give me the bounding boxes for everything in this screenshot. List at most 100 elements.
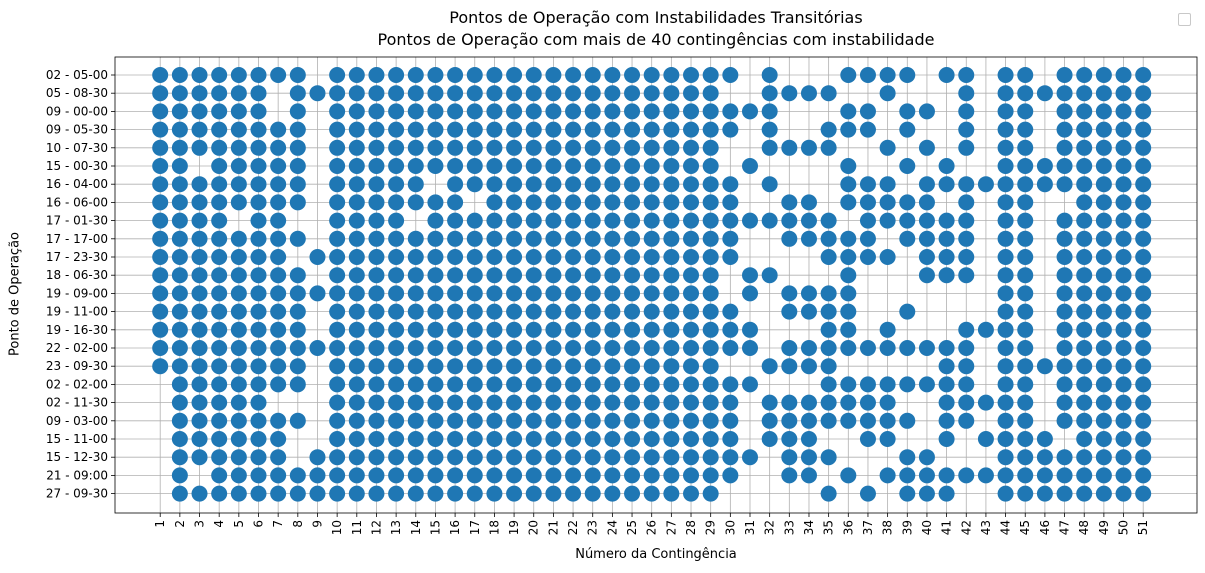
data-point <box>683 449 700 466</box>
x-tick-label: 18 <box>487 520 501 535</box>
data-point <box>604 285 621 302</box>
data-point <box>171 67 188 83</box>
data-point <box>1056 139 1073 156</box>
data-point <box>506 412 523 429</box>
data-point <box>289 467 306 484</box>
data-point <box>663 67 680 83</box>
data-point <box>191 176 208 193</box>
data-point <box>722 321 739 338</box>
data-point <box>1135 285 1152 302</box>
data-point <box>427 267 444 284</box>
data-point <box>1036 449 1053 466</box>
data-point <box>820 285 837 302</box>
data-point <box>368 449 385 466</box>
data-point <box>1076 230 1093 247</box>
x-tick-label: 4 <box>212 520 226 528</box>
data-point <box>1095 67 1112 83</box>
data-point <box>348 340 365 356</box>
data-point <box>427 67 444 83</box>
data-point <box>525 340 542 356</box>
x-tick-label: 13 <box>389 520 403 535</box>
data-point <box>191 230 208 247</box>
y-tick-label: 27 - 09-30 <box>46 487 108 501</box>
data-point <box>1056 485 1073 502</box>
data-point <box>1095 412 1112 429</box>
data-point <box>368 249 385 265</box>
data-point <box>643 303 660 320</box>
data-point <box>329 394 346 411</box>
data-point <box>1017 358 1034 375</box>
data-point <box>584 467 601 484</box>
data-point <box>270 303 287 320</box>
data-point <box>1036 467 1053 484</box>
data-point <box>820 321 837 338</box>
data-point <box>1135 176 1152 193</box>
data-point <box>742 449 758 466</box>
data-point <box>997 358 1014 375</box>
data-point <box>506 358 523 375</box>
data-point <box>879 67 896 83</box>
data-point <box>270 249 287 265</box>
data-point <box>584 249 601 265</box>
data-point <box>466 449 483 466</box>
data-point <box>899 194 916 211</box>
data-point <box>171 176 188 193</box>
data-point <box>683 194 700 211</box>
data-point <box>506 67 523 83</box>
data-point <box>329 249 346 265</box>
data-point <box>702 194 719 211</box>
data-point <box>171 139 188 156</box>
data-point <box>702 249 719 265</box>
data-point <box>820 230 837 247</box>
data-point <box>230 67 247 83</box>
y-tick-label: 10 - 07-30 <box>46 141 108 155</box>
data-point <box>742 212 758 229</box>
data-point <box>191 212 208 229</box>
data-point <box>407 67 424 83</box>
data-point <box>761 67 778 83</box>
data-point <box>329 485 346 502</box>
data-point <box>781 212 798 229</box>
data-point <box>683 139 700 156</box>
data-point <box>230 394 247 411</box>
data-point <box>683 230 700 247</box>
data-point <box>1056 467 1073 484</box>
data-point <box>1115 358 1132 375</box>
data-point <box>447 67 464 83</box>
data-point <box>1095 194 1112 211</box>
data-point <box>938 67 955 83</box>
data-point <box>171 485 188 502</box>
data-point <box>663 412 680 429</box>
data-point <box>1076 485 1093 502</box>
data-point <box>899 376 916 393</box>
data-point <box>938 230 955 247</box>
data-point <box>211 467 228 484</box>
data-point <box>683 158 700 174</box>
data-point <box>1135 267 1152 284</box>
data-point <box>506 485 523 502</box>
data-point <box>525 121 542 138</box>
data-point <box>329 103 346 120</box>
data-point <box>1017 212 1034 229</box>
data-point <box>977 431 994 447</box>
data-point <box>1017 103 1034 120</box>
data-point <box>407 176 424 193</box>
data-point <box>663 303 680 320</box>
data-point <box>761 176 778 193</box>
data-point <box>859 212 876 229</box>
data-point <box>1135 467 1152 484</box>
data-point <box>958 321 975 338</box>
data-point <box>329 376 346 393</box>
data-point <box>663 139 680 156</box>
data-point <box>840 249 857 265</box>
data-point <box>388 158 405 174</box>
data-point <box>525 176 542 193</box>
data-point <box>191 340 208 356</box>
data-point <box>722 303 739 320</box>
data-point <box>820 449 837 466</box>
data-point <box>584 176 601 193</box>
data-point <box>506 103 523 120</box>
data-point <box>1076 194 1093 211</box>
data-point <box>289 285 306 302</box>
data-point <box>368 212 385 229</box>
